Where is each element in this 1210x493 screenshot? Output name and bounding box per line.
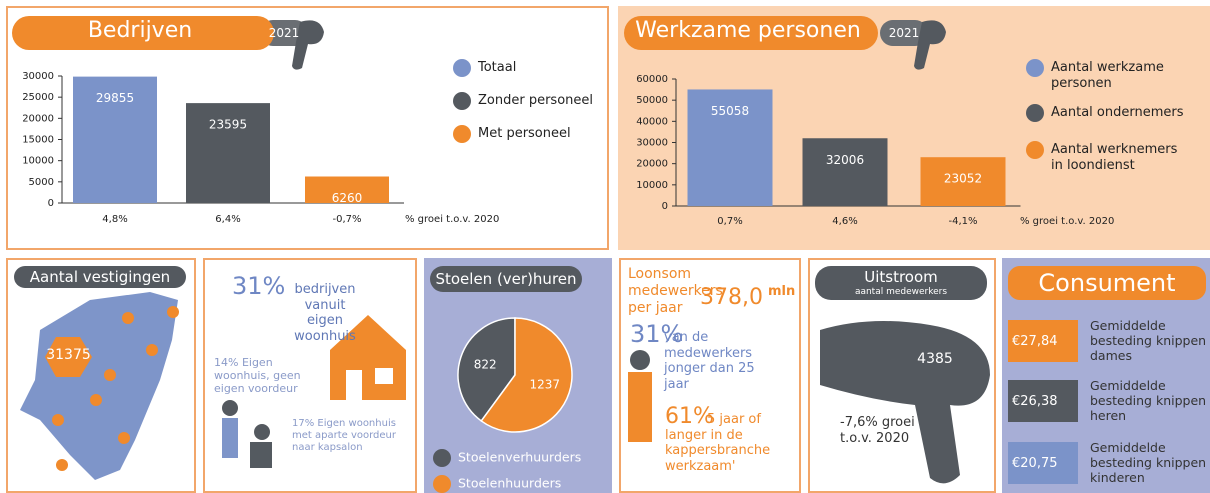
figure xyxy=(222,400,238,416)
panel-title: Stoelen (ver)huren xyxy=(430,266,582,292)
y-tick-label: 30000 xyxy=(22,71,54,82)
y-tick-label: 20000 xyxy=(22,113,54,124)
growth-label: 0,7% xyxy=(717,216,742,227)
legend-marker xyxy=(453,125,471,143)
map xyxy=(20,292,178,480)
legend-label: Stoelenhuurders xyxy=(458,476,561,491)
figure xyxy=(628,372,652,442)
legend-marker xyxy=(433,475,451,493)
panel-title: Uitstroom xyxy=(815,268,987,286)
door xyxy=(346,370,362,400)
legend-label: Aantal werkzame personen xyxy=(1051,60,1186,91)
note: 14% Eigen woonhuis, geen eigen voordeur xyxy=(214,356,326,396)
hairdryer xyxy=(820,321,990,483)
value-label: 822 xyxy=(474,358,497,372)
value-label: 29855 xyxy=(96,91,134,105)
growth: -7,6% groei t.o.v. 2020 xyxy=(840,415,940,446)
legend-label: Zonder personeel xyxy=(478,93,608,109)
y-tick-label: 10000 xyxy=(636,180,668,191)
chair xyxy=(250,442,272,468)
legend-label: Aantal ondernemers xyxy=(1051,105,1186,121)
y-tick-label: 5000 xyxy=(29,177,54,188)
panel-title: Consument xyxy=(1008,266,1206,300)
growth-caption: % groei t.o.v. 2020 xyxy=(405,214,499,225)
y-tick-label: 30000 xyxy=(636,138,668,149)
value-label: 6260 xyxy=(332,191,363,205)
value-label: 32006 xyxy=(826,153,864,167)
label: Gemiddelde besteding knippen kinderen xyxy=(1090,440,1208,485)
y-tick-label: 50000 xyxy=(636,95,668,106)
price: €27,84 xyxy=(1012,334,1058,350)
legend-marker xyxy=(433,449,451,467)
figure xyxy=(254,424,270,440)
figure xyxy=(630,350,650,370)
text: 5 jaar of langer in de kappersbranche we… xyxy=(665,412,790,474)
y-tick-label: 0 xyxy=(48,198,54,209)
growth-label: 4,6% xyxy=(832,216,857,227)
figure xyxy=(222,418,238,458)
chart-title: Bedrijven xyxy=(40,18,240,44)
bar xyxy=(803,138,888,206)
growth-label: -0,7% xyxy=(332,214,361,225)
legend-label: Met personeel xyxy=(478,126,608,142)
value-label: 23595 xyxy=(209,118,247,132)
unit: mln xyxy=(768,284,795,300)
legend-label: Totaal xyxy=(478,60,608,76)
y-tick-label: 20000 xyxy=(636,159,668,170)
growth-label: 6,4% xyxy=(215,214,240,225)
legend-label: Stoelenverhuurders xyxy=(458,450,581,465)
label: Gemiddelde besteding knippen dames xyxy=(1090,318,1208,363)
label: Gemiddelde besteding knippen heren xyxy=(1090,378,1208,423)
legend-marker xyxy=(1026,104,1044,122)
subtitle: aantal medewerkers xyxy=(815,287,987,298)
y-tick-label: 15000 xyxy=(22,135,54,146)
text: bedrijven vanuit eigen woonhuis xyxy=(285,282,365,344)
value-label: 1237 xyxy=(530,377,561,391)
y-tick-label: 0 xyxy=(662,201,668,212)
panel-title: Aantal vestigingen xyxy=(14,266,186,288)
window xyxy=(375,368,393,384)
price: €20,75 xyxy=(1012,456,1058,472)
growth-label: 4,8% xyxy=(102,214,127,225)
legend-marker xyxy=(453,59,471,77)
legend-marker xyxy=(1026,59,1044,77)
growth-label: -4,1% xyxy=(948,216,977,227)
growth-caption: % groei t.o.v. 2020 xyxy=(1020,216,1114,227)
chart-title: Werkzame personen xyxy=(628,18,868,44)
y-tick-label: 40000 xyxy=(636,116,668,127)
value: 4385 xyxy=(905,351,965,368)
text: van de medewerkers jonger dan 25 jaar xyxy=(664,330,779,392)
legend-marker xyxy=(1026,141,1044,159)
legend-marker xyxy=(453,92,471,110)
badge: 2021 xyxy=(260,26,308,40)
value-label: 23052 xyxy=(944,172,982,186)
note: 17% Eigen woonhuis met aparte voordeur n… xyxy=(292,418,410,454)
amount: 378,0 xyxy=(700,285,763,311)
y-tick-label: 10000 xyxy=(22,156,54,167)
value-label: 55058 xyxy=(711,104,749,118)
value: 31375 xyxy=(45,347,92,364)
y-tick-label: 25000 xyxy=(22,92,54,103)
percent: 31% xyxy=(232,272,285,301)
price: €26,38 xyxy=(1012,394,1058,410)
y-tick-label: 60000 xyxy=(636,74,668,85)
badge: 2021 xyxy=(880,26,928,40)
legend-label: Aantal werknemers in loondienst xyxy=(1051,142,1186,173)
infographic: 0 5000 10000 15000 20000 25000 30000 29855 4,8% 2… xyxy=(0,0,1210,493)
